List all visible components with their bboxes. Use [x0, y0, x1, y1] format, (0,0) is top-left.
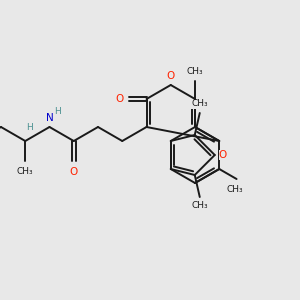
- Text: CH₃: CH₃: [191, 100, 208, 109]
- Text: H: H: [54, 106, 61, 116]
- Text: CH₃: CH₃: [187, 68, 203, 76]
- Text: O: O: [167, 71, 175, 81]
- Text: O: O: [116, 94, 124, 104]
- Text: CH₃: CH₃: [17, 167, 34, 176]
- Text: H: H: [26, 124, 33, 133]
- Text: CH₃: CH₃: [191, 202, 208, 211]
- Text: O: O: [70, 167, 78, 177]
- Text: CH₃: CH₃: [226, 184, 243, 194]
- Text: N: N: [46, 113, 53, 123]
- Text: O: O: [219, 150, 227, 160]
